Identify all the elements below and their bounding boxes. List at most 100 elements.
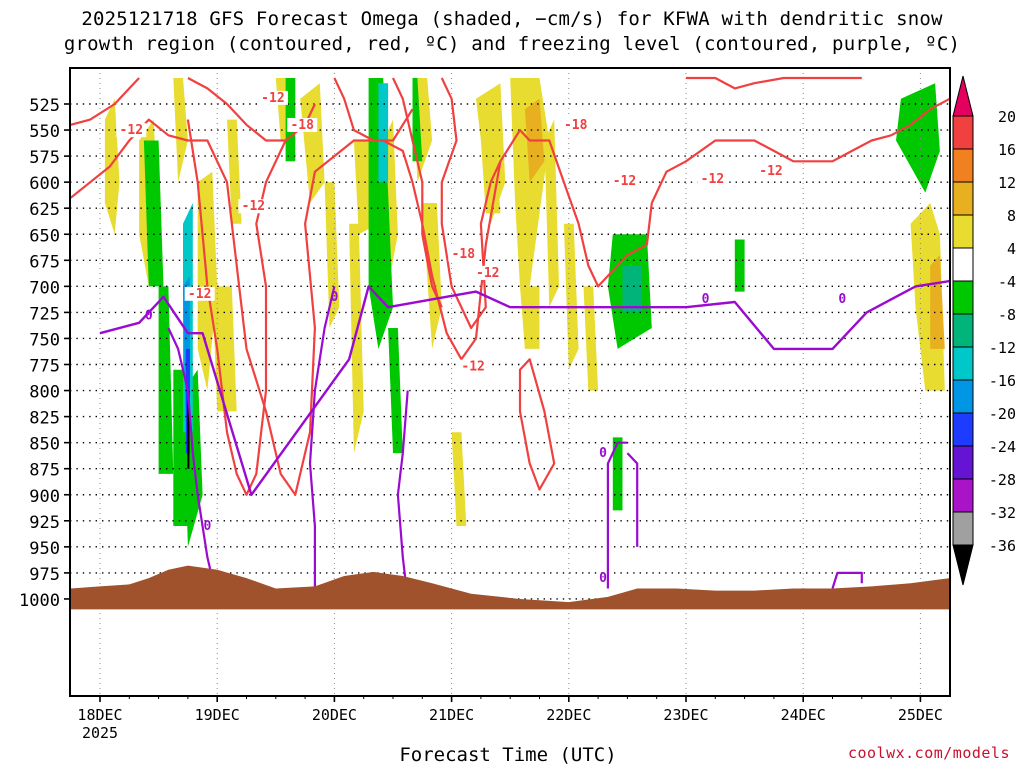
y-tick-label: 750 <box>29 330 60 350</box>
colorbar: 20 16 12 8 4 -4 -8 -12 -16 -20 -24 -28 -32 -36 <box>952 75 1016 586</box>
y-tick-label: 550 <box>29 122 60 142</box>
omega-patch-31 <box>412 78 423 162</box>
x-tick-label: 21DEC <box>429 706 474 724</box>
omega-patch-25 <box>143 140 164 287</box>
colorbar-label: -12 <box>989 339 1016 357</box>
dendritic-label: -12 <box>613 174 636 189</box>
dendritic-label: -12 <box>261 91 284 106</box>
omega-patch-27 <box>173 369 188 526</box>
y-tick-label: 975 <box>29 565 60 585</box>
y-tick-label: 900 <box>29 487 60 507</box>
y-tick-label: 725 <box>29 304 60 324</box>
label-bg <box>287 117 318 132</box>
dendritic-contour-4 <box>333 77 414 142</box>
contours: -12-12-18-12-12-18-12-12-18-12 -12-120000… <box>70 76 950 600</box>
chart-title-line-2: growth region (contoured, red, ºC) and f… <box>63 33 961 55</box>
dendritic-label: -12 <box>476 266 499 281</box>
omega-patch-38 <box>378 83 389 183</box>
colorbar-label: -8 <box>998 306 1016 324</box>
colorbar-bottom-arrow <box>952 544 974 586</box>
freezing-contour-1 <box>308 286 336 599</box>
dendritic-contour-9 <box>186 119 287 496</box>
omega-patch-4 <box>212 286 237 412</box>
credit-link[interactable]: coolwx.com/models <box>847 744 1010 762</box>
colorbar-swatch <box>952 511 974 546</box>
chart-title-line-1: 2025121718 GFS Forecast Omega (shaded, −… <box>81 8 943 30</box>
freezing-label: 0 <box>204 519 212 534</box>
omega-patch-8 <box>324 182 340 328</box>
x-tick-label: 25DEC <box>898 706 943 724</box>
x-axis-label: Forecast Time (UTC) <box>399 744 617 766</box>
x-tick-label: 19DEC <box>195 706 240 724</box>
label-bg <box>184 286 215 301</box>
omega-patch-7 <box>300 83 325 203</box>
x-tick-label: 24DEC <box>781 706 826 724</box>
freezing-contour-4 <box>626 452 639 547</box>
colorbar-label: -32 <box>989 504 1016 522</box>
freezing-label: 0 <box>599 446 607 461</box>
dendritic-label: -12 <box>120 123 143 138</box>
freezing-contour-5 <box>831 571 863 589</box>
omega-patch-35 <box>896 83 940 193</box>
y-tick-label: 700 <box>29 278 60 298</box>
colorbar-label: 8 <box>1007 207 1016 225</box>
y-tick-label: 950 <box>29 539 60 559</box>
x-axis: 18DEC 19DEC 20DEC 21DEC 22DEC 23DEC 24DEC 25DEC… <box>77 696 943 742</box>
colorbar-label: -20 <box>989 405 1016 423</box>
omega-patch-9 <box>349 223 364 454</box>
label-bg <box>257 90 288 105</box>
colorbar-swatch <box>952 313 974 348</box>
dendritic-contour-2 <box>70 77 140 126</box>
y-axis: 525 550 575 600 625 650 675 700 725 750 775 800 825 8… <box>19 96 70 611</box>
label-bg <box>560 117 591 132</box>
omega-patch-5 <box>227 119 242 224</box>
surface-terrain <box>70 565 950 610</box>
label-bg <box>458 359 489 374</box>
y-tick-label: 575 <box>29 148 60 168</box>
y-tick-label: 525 <box>29 96 60 116</box>
colorbar-swatch <box>952 247 974 282</box>
omega-patch-21 <box>583 286 599 391</box>
label-bg <box>697 172 728 187</box>
colorbar-swatch <box>952 478 974 513</box>
omega-patch-2 <box>173 78 188 183</box>
dendritic-contour-7 <box>686 76 862 90</box>
y-tick-label: 650 <box>29 226 60 246</box>
dendritic-label: -18 <box>290 118 314 133</box>
colorbar-label: -16 <box>989 372 1016 390</box>
colorbar-swatch <box>952 412 974 447</box>
label-bg <box>756 163 787 178</box>
dendritic-contour-0 <box>70 118 653 496</box>
omega-patch-33 <box>612 437 623 511</box>
label-bg <box>609 174 640 189</box>
y-tick-label: 600 <box>29 174 60 194</box>
y-tick-label: 775 <box>29 357 60 377</box>
x-tick-label: 23DEC <box>663 706 708 724</box>
colorbar-swatch <box>952 445 974 480</box>
colorbar-swatch <box>952 214 974 249</box>
label-bg <box>448 247 479 262</box>
colorbar-label: -36 <box>989 537 1016 555</box>
freezing-level-contour <box>99 279 950 496</box>
y-tick-label: 850 <box>29 435 60 455</box>
colorbar-label: -24 <box>989 438 1016 456</box>
terrain-surface <box>70 565 950 610</box>
freezing-label: 0 <box>145 309 153 324</box>
dendritic-label: -12 <box>759 164 782 179</box>
dendritic-contour-6 <box>518 358 556 491</box>
omega-patch-34 <box>734 239 745 292</box>
y-tick-label: 925 <box>29 513 60 533</box>
omega-patch-24 <box>930 255 945 349</box>
x-year-label: 2025 <box>82 724 118 742</box>
colorbar-swatch <box>952 379 974 414</box>
dendritic-contour-1 <box>650 97 950 204</box>
label-bg <box>238 199 269 214</box>
freezing-label: 0 <box>838 292 846 307</box>
colorbar-label: 12 <box>998 174 1016 192</box>
colorbar-swatch <box>952 148 974 183</box>
freezing-label: 0 <box>702 292 710 307</box>
freezing-label: 0 <box>330 290 338 305</box>
colorbar-swatch <box>952 346 974 381</box>
omega-patch-18 <box>544 119 559 308</box>
